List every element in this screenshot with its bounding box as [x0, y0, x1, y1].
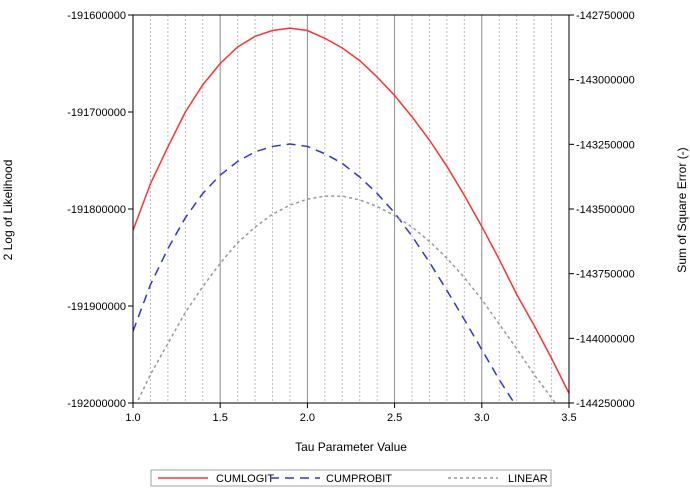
legend-label-cumlogit: CUMLOGIT: [216, 473, 274, 485]
plot-frame: [132, 14, 570, 404]
y-axis-left: -191600000 -191700000 -191800000 -191900000…: [67, 10, 133, 410]
series-line-cumprobit: [133, 143, 516, 403]
legend: CUMLOGIT CUMPROBIT LINEAR: [150, 469, 552, 487]
y-right-tick-label: -142750000: [576, 10, 635, 22]
x-tick-label: 2.5: [387, 412, 402, 424]
x-tick-label: 3.0: [474, 412, 489, 424]
plot-lines: [133, 27, 569, 403]
y-left-tick-label: -191700000: [67, 107, 126, 119]
x-tick-label: 1.0: [125, 412, 140, 424]
y-axis-right: -142750000 -143000000 -143250000 -143500000…: [569, 10, 635, 410]
x-tick-label: 2.0: [300, 412, 315, 424]
y-right-tick-label: -144250000: [576, 398, 635, 410]
y-axis-right-title: Sum of Square Error (-): [675, 147, 689, 272]
y-right-tick-label: -143750000: [576, 269, 635, 281]
y-right-tick-label: -143250000: [576, 139, 635, 151]
y-left-tick-label: -192000000: [67, 398, 126, 410]
legend-label-cumprobit: CUMPROBIT: [326, 473, 392, 485]
y-left-tick-label: -191600000: [67, 10, 126, 22]
x-tick-label: 3.5: [561, 412, 576, 424]
x-axis: 1.0 1.5 2.0 2.5 3.0 3.5: [125, 403, 577, 424]
series-line-linear: [135, 195, 557, 403]
y-right-tick-label: -143500000: [576, 204, 635, 216]
y-left-tick-label: -191800000: [67, 204, 126, 216]
y-right-tick-label: -144000000: [576, 333, 635, 345]
y-left-tick-label: -191900000: [67, 301, 126, 313]
grid-lines: [149, 15, 553, 403]
legend-label-linear: LINEAR: [508, 473, 548, 485]
x-tick-label: 1.5: [213, 412, 228, 424]
series-line-cumlogit: [133, 27, 569, 394]
legend-box: [150, 469, 552, 487]
x-axis-title: Tau Parameter Value: [295, 440, 407, 454]
y-axis-left-title: 2 Log of Likelihood: [1, 160, 15, 261]
y-right-tick-label: -143000000: [576, 75, 635, 87]
